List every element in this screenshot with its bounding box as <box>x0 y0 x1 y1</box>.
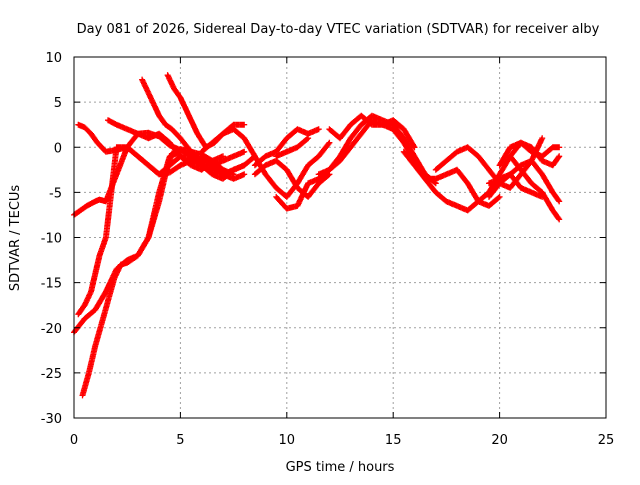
series-track-4 <box>79 146 237 399</box>
y-axis-label: SDTVAR / TECUs <box>8 185 23 292</box>
data-points <box>251 157 333 200</box>
data-points <box>273 135 312 160</box>
x-tick-label: 10 <box>279 433 296 448</box>
series-track-11 <box>251 157 333 200</box>
data-points <box>496 139 563 169</box>
y-tick-label: -10 <box>41 232 62 247</box>
series-track-17 <box>400 148 503 209</box>
data-points <box>251 126 322 169</box>
data-points <box>326 112 418 151</box>
x-tick-label: 5 <box>176 433 184 448</box>
y-tick-label: -15 <box>41 277 62 292</box>
series-track-21 <box>496 139 563 169</box>
series-track-10 <box>251 126 322 169</box>
y-tick-label: -30 <box>41 412 62 427</box>
chart-title: Day 081 of 2026, Sidereal Day-to-day VTE… <box>77 22 600 37</box>
y-tick-label: -25 <box>41 367 62 382</box>
series-track-16 <box>326 112 418 151</box>
data-points <box>400 148 503 209</box>
x-tick-label: 15 <box>385 433 402 448</box>
x-tick-label: 20 <box>491 433 508 448</box>
y-tick-label: -5 <box>49 186 62 201</box>
series-track-13 <box>273 135 312 160</box>
series-track-8 <box>105 117 226 173</box>
series-track-15 <box>337 112 439 187</box>
series-track-23 <box>486 171 546 200</box>
y-tick-label: 5 <box>54 96 62 111</box>
y-tick-label: 0 <box>54 141 62 156</box>
series-track-6 <box>139 76 248 169</box>
data-points <box>139 76 248 169</box>
data-points <box>337 112 439 187</box>
data-points <box>105 117 226 173</box>
x-tick-label: 25 <box>598 433 615 448</box>
data-points <box>486 171 546 200</box>
ticks: 0 5 10 15 20 25 -30 -25 -20 -15 -10 -5 0 5 10 <box>41 51 615 448</box>
y-tick-label: -20 <box>41 322 62 337</box>
data-points <box>79 146 237 399</box>
x-tick-label: 0 <box>70 433 78 448</box>
grid <box>74 57 606 418</box>
x-axis-label: GPS time / hours <box>286 460 395 475</box>
y-tick-label: 10 <box>45 51 62 66</box>
